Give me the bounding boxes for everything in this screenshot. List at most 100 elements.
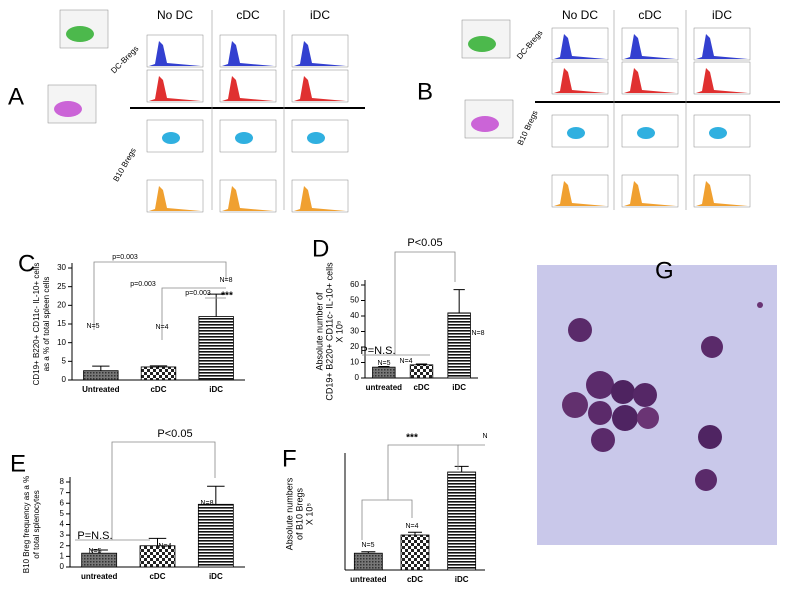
cloud [54,101,82,117]
histogram [554,181,606,206]
y-tick-label: 0 [355,373,360,382]
annotation: N=8 [219,277,232,284]
row-label: DC-Bregs [515,28,544,61]
histogram [696,181,748,206]
bar [353,552,383,571]
bar [140,366,177,381]
error-bar [408,531,422,535]
row-label: B10 Bregs [111,146,137,183]
panel-label: F [282,445,297,472]
x-tick-label: iDC [455,575,469,584]
bar [447,312,471,379]
annotation: N=4 [405,523,418,530]
annotation: p=0.003 [185,290,211,297]
histogram [222,186,274,211]
histogram [222,76,274,101]
histogram [149,186,201,211]
error-bar [92,365,110,371]
y-tick-label: 10 [350,358,359,367]
annotation: N=4 [399,358,412,365]
histogram [294,186,346,211]
column-label: No DC [562,8,598,22]
x-tick-label: iDC [209,572,223,581]
y-tick-label: 10 [57,338,66,347]
cloud [66,26,94,42]
error-bar [207,485,225,505]
cloud [468,36,496,52]
micrograph [537,265,777,545]
histogram [149,76,201,101]
histogram [294,76,346,101]
histogram [222,41,274,66]
y-tick-label: 3 [60,530,65,539]
row-label: DC-Bregs [109,44,140,75]
y-axis-label: X 10⁵ [304,503,314,526]
y-axis-label: CD19+ B220+ CD11c- IL-10+ cells [32,263,41,386]
annotation: P<0.05 [157,428,192,440]
panel-label: B [417,78,433,105]
annotation: *** [221,291,233,302]
histogram [294,41,346,66]
x-tick-label: iDC [452,383,466,392]
y-axis-label: of total splenocytes [32,490,41,558]
error-bar [90,549,108,554]
annotation: p=0.003 [130,281,156,288]
bar [409,364,434,379]
bracket [111,441,216,540]
histogram [696,68,748,93]
annotation: N=5 [361,542,374,549]
y-tick-label: 6 [60,498,65,507]
column-label: iDC [310,8,330,22]
row-label: B10 Bregs [516,109,540,147]
bar [197,503,234,568]
y-axis-label: X 10⁵ [334,320,344,343]
x-tick-label: Untreated [82,385,119,394]
histogram [624,181,676,206]
flow-panels [47,9,780,213]
annotation: P<0.05 [407,237,442,249]
y-axis-label: Absolute number of [314,292,324,371]
plot-box [219,34,277,68]
annotation: N [482,433,487,440]
error-bar [149,365,168,367]
error-bar [454,465,469,472]
plot-box [291,34,349,68]
bracket [394,251,456,355]
y-tick-label: 50 [350,296,359,305]
annotation: P=N.S. [360,345,395,357]
bar [400,534,430,571]
cloud [637,127,655,139]
cloud [709,127,727,139]
error-bar [378,366,390,368]
y-tick-label: 30 [350,327,359,336]
y-tick-label: 20 [57,300,66,309]
x-tick-label: untreated [350,575,387,584]
y-tick-label: 20 [350,342,359,351]
x-tick-label: iDC [209,385,223,394]
histogram [696,34,748,59]
x-tick-label: cDC [150,385,166,394]
cloud [235,132,253,144]
x-tick-label: untreated [366,383,403,392]
y-tick-label: 7 [60,488,65,497]
bracket [361,499,413,540]
error-bar [453,289,465,313]
annotation: *** [406,433,418,444]
y-tick-label: 0 [60,562,65,571]
annotation: N=8 [471,330,484,337]
column-label: iDC [712,8,732,22]
y-axis-label: CD19+ B220+ CD11c- IL-10+ cells [324,262,334,401]
histogram [149,41,201,66]
annotation: N=4 [155,324,168,331]
y-tick-label: 15 [57,319,66,328]
column-label: No DC [157,8,193,22]
bar [83,370,119,381]
panel-label: A [8,83,24,110]
histogram [554,68,606,93]
panel-label: E [10,450,26,477]
y-axis-label: as a % of total spleen cells [42,277,51,372]
annotation: P=N.S. [77,530,112,542]
bracket [93,261,227,330]
x-tick-label: untreated [81,572,118,581]
